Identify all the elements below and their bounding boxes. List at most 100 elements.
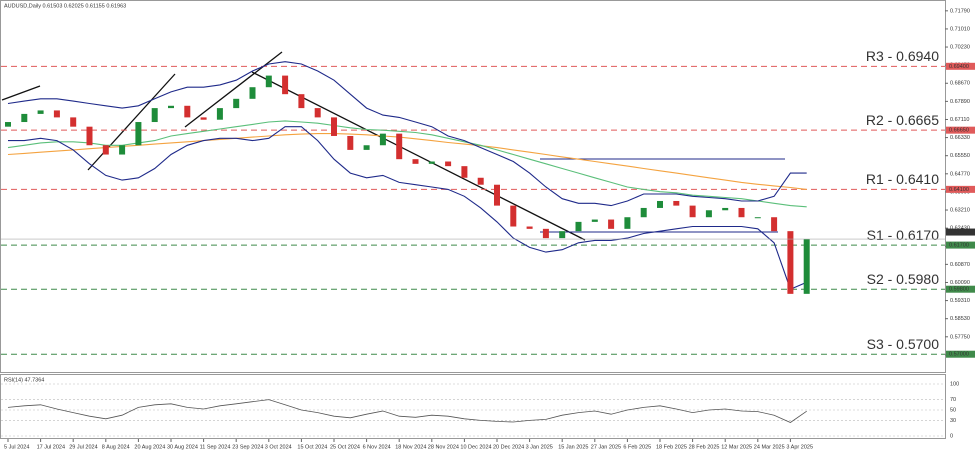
candle-body [282,75,289,95]
y-tick-label: 0.57750 [950,334,970,340]
level-axis-box [946,285,975,293]
candle-body [168,105,174,109]
trendline [1,85,41,101]
price-label: 0.61963 [949,230,969,236]
candle-body [608,219,615,229]
rsi-tick-label: 70 [950,397,956,403]
x-tick-label: 15 Jan 2025 [558,444,588,450]
candle-body [803,239,810,294]
candle-body [347,135,354,150]
candle-body [216,108,223,120]
level-axis-box [946,241,975,249]
candle-body [657,200,663,208]
main-panel [0,0,946,373]
candle-body [624,217,631,229]
candle-body [559,231,566,239]
level-axis-box [946,185,975,193]
y-tick-label: 0.59310 [950,298,970,304]
level-axis-label: 0.66650 [949,128,969,134]
trendline [251,71,586,241]
candle-body [705,210,712,218]
level-axis-label: 0.61700 [949,243,969,249]
x-tick-label: 20 Dec 2024 [493,444,524,450]
y-tick-label: 0.70230 [950,44,970,50]
level-axis-label: 0.57000 [949,352,969,358]
candle-body [37,110,44,114]
x-tick-label: 11 Sep 2024 [200,444,231,450]
x-tick-label: 12 Mar 2025 [721,444,752,450]
rsi-title: RSI(14) 47.7364 [4,377,44,383]
x-tick-label: 23 Sep 2024 [232,444,263,450]
candle-body [21,113,28,123]
indicator-line [8,126,807,290]
level-axis-label: 0.64100 [949,187,969,193]
candle-body [298,94,305,109]
candle-body [787,231,794,294]
rsi-tick-label: 0 [950,433,953,439]
x-tick-label: 6 Nov 2024 [363,444,391,450]
candle-body [151,108,158,123]
candle-body [135,122,142,146]
x-tick-label: 29 Jul 2024 [69,444,97,450]
x-tick-label: 5 Jul 2024 [4,444,29,450]
y-tick-label: 0.71790 [950,8,970,14]
indicator-line [7,61,807,207]
trendline [184,51,283,128]
y-tick-label: 0.65550 [950,153,970,159]
candle-body [331,117,337,136]
candle-body [591,219,598,222]
x-tick-label: 3 Oct 2024 [265,444,292,450]
y-tick-label: 0.67110 [950,117,969,123]
y-tick-label: 0.66330 [950,135,970,141]
y-tick-label: 0.71010 [950,26,970,32]
candle-body [379,133,386,146]
candle-body [70,117,77,127]
level-label: R3 - 0.6940 [866,48,939,64]
level-axis-label: 0.69400 [949,64,969,70]
candle-body [445,161,452,167]
x-tick-label: 28 Feb 2025 [689,444,720,450]
candle-body [200,117,207,120]
candle-body [428,161,435,164]
chart-title: AUDUSD,Daily 0.61503 0.62025 0.61155 0.6… [4,3,126,9]
y-tick-label: 0.68670 [950,81,970,87]
rsi-tick-label: 100 [950,381,959,387]
x-tick-label: 28 Nov 2024 [428,444,459,450]
level-axis-box [946,126,975,134]
candle-body [494,184,500,206]
x-tick-label: 20 Aug 2024 [134,444,165,450]
level-label: S1 - 0.6170 [867,227,940,243]
candle-body [412,159,419,164]
level-axis-box [946,62,975,70]
rsi-tick-label: 50 [950,407,956,413]
x-tick-label: 6 Feb 2025 [623,444,651,450]
x-tick-label: 3 Apr 2025 [786,444,813,450]
price-box [946,228,975,236]
candle-body [738,207,745,218]
x-tick-label: 3 Jan 2025 [526,444,553,450]
level-label: R2 - 0.6665 [866,112,939,128]
x-tick-label: 15 Oct 2024 [297,444,327,450]
y-tick-label: 0.64770 [950,171,970,177]
level-label: R1 - 0.6410 [866,171,939,187]
candle-body [689,205,696,218]
rsi-line [7,399,807,423]
candle-body [771,217,778,232]
trendlines [1,51,586,241]
candle-body [754,217,761,219]
level-axis-box [946,350,975,358]
trendline [87,73,176,171]
x-tick-label: 24 Mar 2025 [754,444,785,450]
x-tick-label: 10 Dec 2024 [460,444,491,450]
x-tick-label: 17 Jul 2024 [37,444,65,450]
candle-body [673,200,680,206]
candle-body [363,145,370,150]
candle-body [249,87,256,99]
candle-body [640,207,647,218]
level-axis-label: 0.59800 [949,287,969,293]
x-tick-label: 30 Aug 2024 [167,444,198,450]
y-tick-label: 0.63210 [950,207,970,213]
candle-body [53,110,60,118]
candle-body [86,126,93,146]
